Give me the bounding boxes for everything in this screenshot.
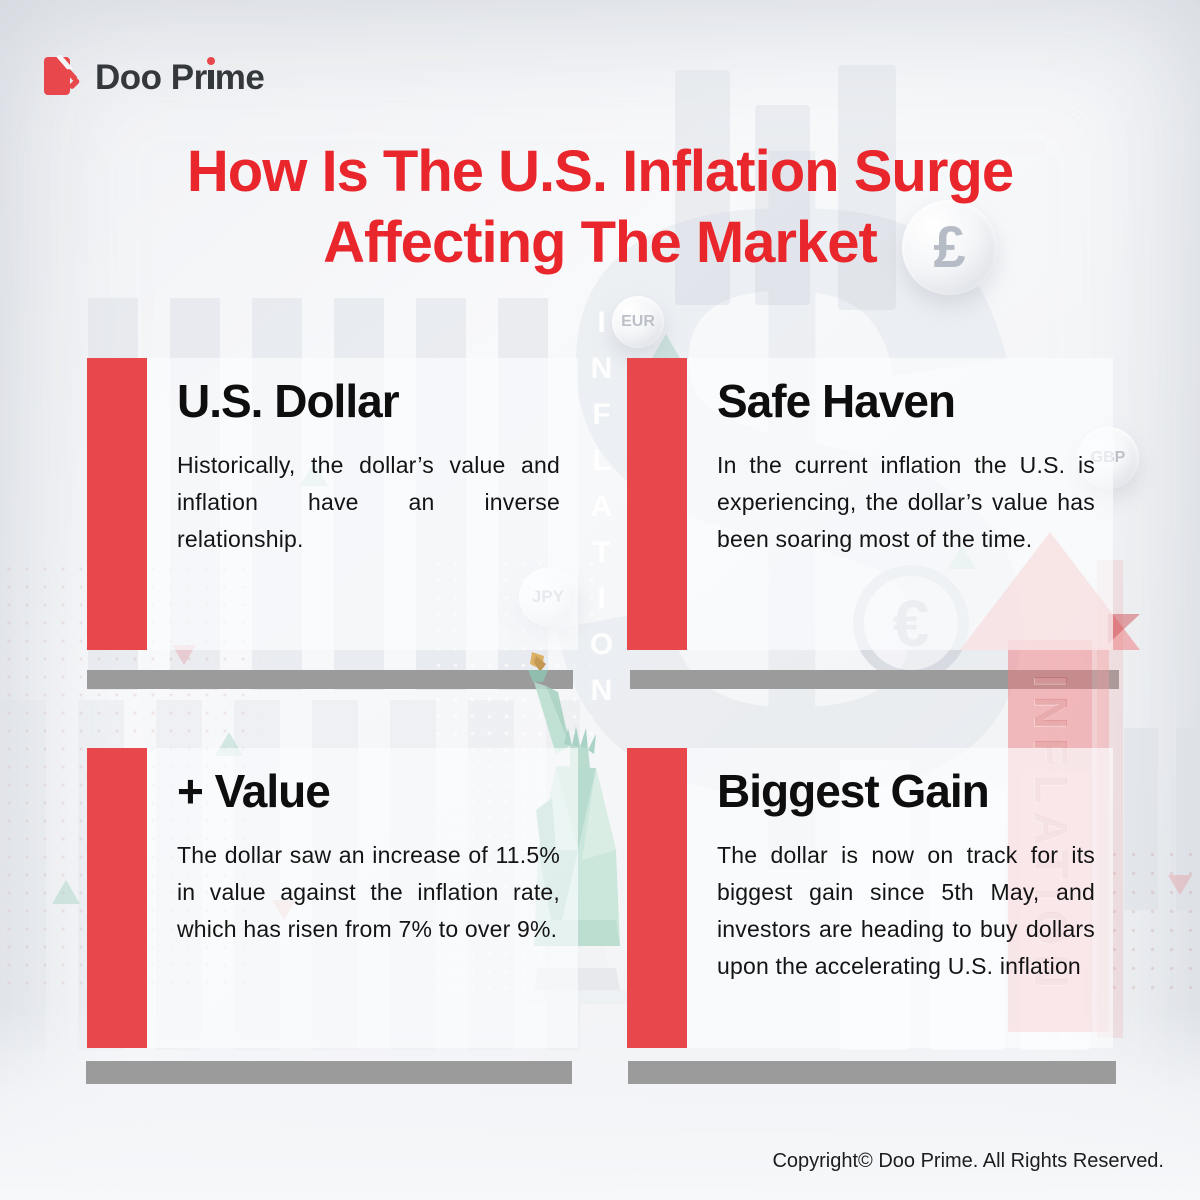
triangle-decoration: [172, 645, 196, 665]
triangle-decoration: [52, 880, 80, 904]
divider-bar: [87, 670, 573, 689]
card-safe-haven: Safe Haven In the current inflation the …: [687, 358, 1113, 650]
pound-bubble: £: [902, 200, 997, 295]
card-heading: U.S. Dollar: [177, 375, 400, 427]
card-plus-value: + Value The dollar saw an increase of 11…: [147, 748, 578, 1048]
bar-chart-stripes-right: [1124, 728, 1200, 910]
chart-column: [755, 105, 810, 305]
chart-column: [838, 65, 896, 310]
doo-prime-logo-text: Doo Pr me: [95, 54, 265, 98]
divider-bar: [628, 1061, 1116, 1084]
card-us-dollar: U.S. Dollar Historically, the dollar’s v…: [147, 358, 578, 650]
eur-bubble: EUR: [612, 296, 664, 348]
doo-prime-logo-icon: [44, 55, 80, 95]
card-biggest-gain: Biggest Gain The dollar is now on track …: [687, 748, 1113, 1048]
card-heading: Safe Haven: [717, 375, 956, 427]
card-accent-bar: [87, 748, 147, 1048]
logo-text-pre: Doo Pr: [95, 58, 207, 97]
pound-symbol: £: [933, 215, 966, 280]
page-title: How Is The U.S. Inflation Surge Affectin…: [0, 136, 1200, 278]
copyright-text: Copyright© Doo Prime. All Rights Reserve…: [772, 1150, 1164, 1172]
card-accent-bar: [627, 748, 687, 1048]
card-body: The dollar is now on track for its bigge…: [717, 841, 1095, 979]
logo-text-post: me: [214, 58, 265, 97]
divider-bar: [86, 1061, 572, 1084]
logo-i-red-dot: [206, 57, 215, 65]
vertical-inflation-watermark: INFLATION: [585, 306, 618, 720]
title-line-1: How Is The U.S. Inflation Surge: [186, 139, 1014, 204]
card-accent-bar: [627, 358, 687, 650]
card-body: The dollar saw an increase of 11.5% in v…: [177, 841, 560, 942]
dot-pattern: [1105, 845, 1200, 990]
chart-column: [675, 70, 730, 305]
logo-letter-i: [206, 54, 215, 89]
title-line-2: Affecting The Market: [323, 210, 878, 275]
triangle-decoration: [1168, 875, 1192, 895]
card-body: In the current inflation the U.S. is exp…: [717, 451, 1095, 552]
card-accent-bar: [87, 358, 147, 650]
eur-label: EUR: [621, 313, 655, 330]
card-heading: Biggest Gain: [717, 765, 990, 817]
logo-i-stem: [207, 70, 214, 89]
card-heading: + Value: [177, 765, 331, 817]
card-body: Historically, the dollar’s value and inf…: [177, 451, 560, 552]
divider-bar: [630, 670, 1119, 689]
inflation-arrow-fold: [1108, 614, 1140, 644]
doo-prime-logo: Doo Pr me: [42, 54, 265, 98]
